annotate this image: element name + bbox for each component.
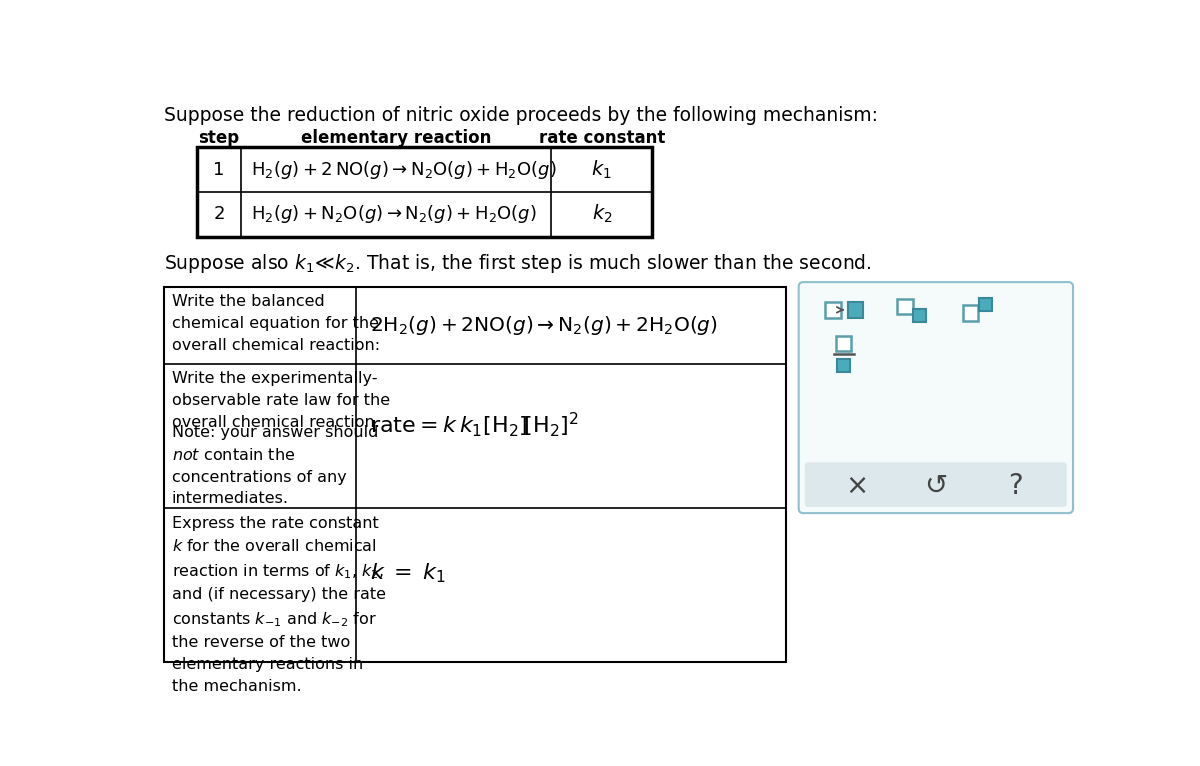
Text: Note: your answer should
$\it{not}$ contain the
concentrations of any
intermedia: Note: your answer should $\it{not}$ cont… [172, 425, 378, 506]
Text: Suppose also $k_1\!\ll\!k_2$. That is, the first step is much slower than the se: Suppose also $k_1\!\ll\!k_2$. That is, t… [164, 252, 871, 275]
Text: ↺: ↺ [924, 472, 948, 500]
Bar [197, 147, 653, 237]
Bar [898, 299, 913, 315]
Text: Express the rate constant
$k$ for the overall chemical
reaction in terms of $k_1: Express the rate constant $k$ for the ov… [172, 516, 385, 693]
Text: $k_1$: $k_1$ [592, 159, 612, 181]
Text: Write the experimentally-
observable rate law for the
overall chemical reaction.: Write the experimentally- observable rat… [172, 372, 390, 430]
Text: $\mathrm{H_2}(g) + \mathrm{N_2O}(g) \rightarrow \mathrm{N_2}(g) + \mathrm{H_2O}(: $\mathrm{H_2}(g) + \mathrm{N_2O}(g) \rig… [251, 203, 536, 225]
Text: 2: 2 [214, 205, 224, 224]
Bar [847, 302, 863, 318]
Bar [164, 286, 786, 663]
Bar [838, 358, 851, 372]
Text: Write the balanced
chemical equation for the
overall chemical reaction:: Write the balanced chemical equation for… [172, 294, 380, 352]
Text: 1: 1 [214, 161, 224, 178]
Text: $2\mathrm{H_2}(g) + 2\mathrm{NO}(g) \rightarrow \mathrm{N_2}(g) + 2\mathrm{H_2O}: $2\mathrm{H_2}(g) + 2\mathrm{NO}(g) \rig… [370, 314, 718, 337]
Bar [962, 305, 978, 321]
Text: $\mathrm{rate} = k\, k_1 \left[\mathrm{H_2}\right]\!\left[\mathrm{H_2}\right]^{2: $\mathrm{rate} = k\, k_1 \left[\mathrm{H… [370, 410, 578, 439]
FancyBboxPatch shape [799, 282, 1073, 513]
Bar [913, 309, 926, 322]
Text: ?: ? [1008, 472, 1022, 500]
Bar [826, 302, 840, 318]
Text: $k\; =\; k_1$: $k\; =\; k_1$ [370, 561, 445, 585]
Bar [836, 336, 851, 352]
Text: $k_2$: $k_2$ [592, 203, 612, 225]
Text: ×: × [845, 472, 868, 500]
FancyBboxPatch shape [805, 463, 1067, 507]
Text: $\mathrm{H_2}(g) + 2\,\mathrm{NO}(g) \rightarrow \mathrm{N_2O}(g) + \mathrm{H_2O: $\mathrm{H_2}(g) + 2\,\mathrm{NO}(g) \ri… [251, 159, 557, 181]
Text: elementary reaction: elementary reaction [301, 129, 492, 147]
Bar [979, 298, 992, 311]
Text: Suppose the reduction of nitric oxide proceeds by the following mechanism:: Suppose the reduction of nitric oxide pr… [164, 106, 878, 125]
Text: step: step [198, 129, 240, 147]
Text: rate constant: rate constant [539, 129, 665, 147]
